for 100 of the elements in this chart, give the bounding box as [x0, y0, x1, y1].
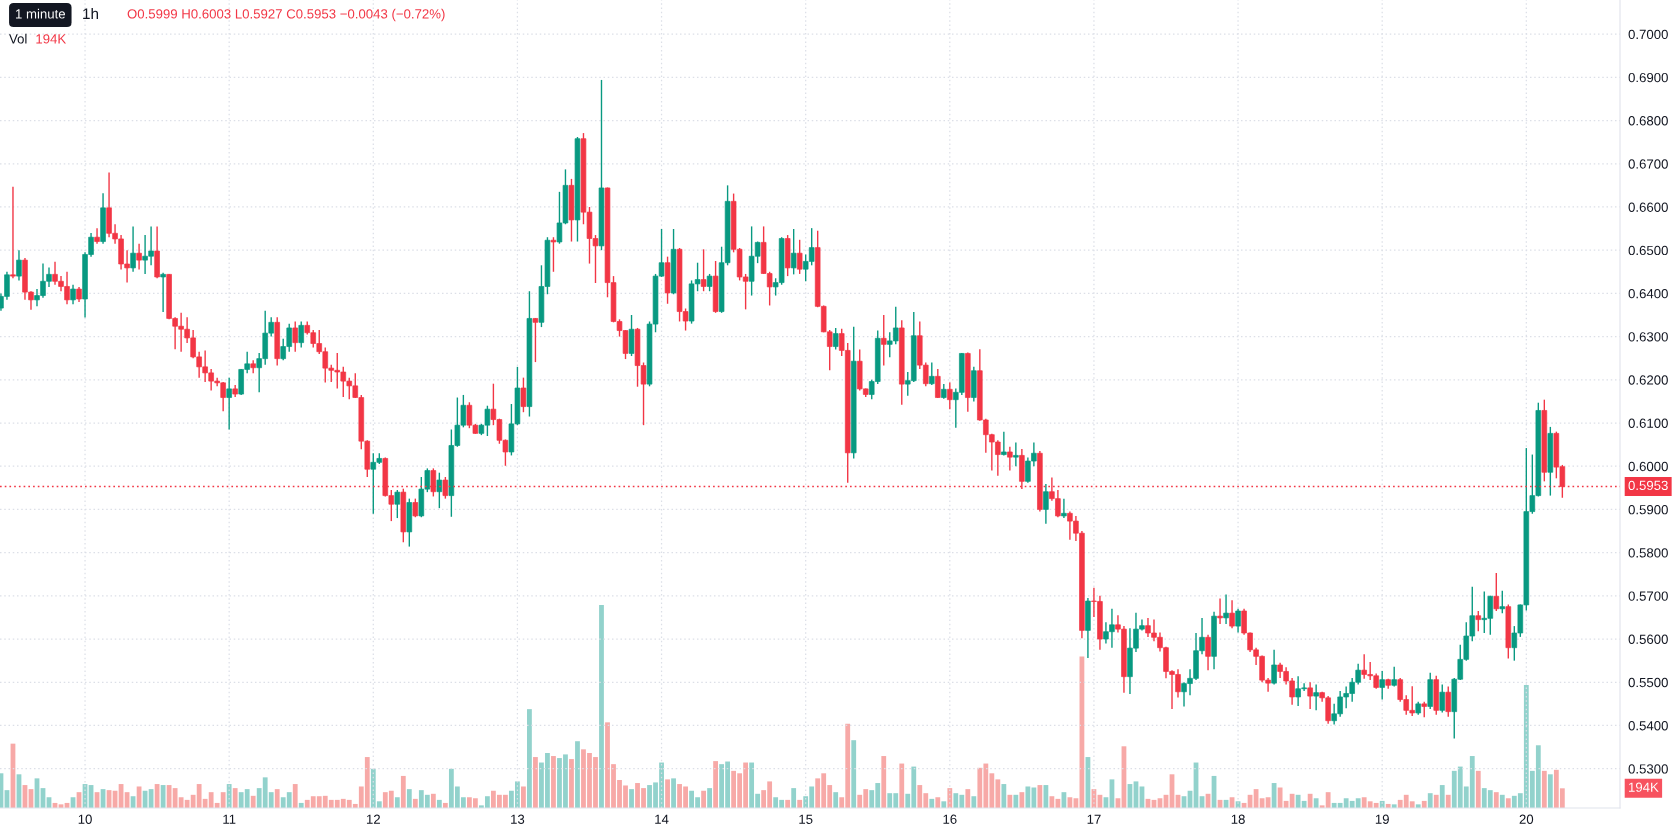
x-tick-label: 11 [223, 814, 236, 824]
candlestick [1223, 593, 1229, 625]
bar [671, 778, 676, 808]
bar [1439, 785, 1445, 808]
candlestick [881, 314, 887, 367]
candlestick [532, 317, 539, 363]
bar [785, 799, 791, 808]
bar [394, 797, 400, 808]
x-tick-label: 16 [943, 814, 957, 824]
candlestick [520, 376, 527, 413]
y-tick-label: 0.6100 [1628, 418, 1668, 428]
bar [1427, 793, 1433, 808]
y-tick-label: 0.5700 [1628, 591, 1668, 601]
candlestick [935, 368, 941, 399]
candlestick [94, 227, 100, 245]
candlestick [796, 239, 803, 275]
bar [533, 757, 538, 808]
ref-line-label: 0.5953 [1628, 480, 1668, 491]
bar [899, 763, 905, 808]
candlestick [1493, 572, 1500, 612]
candlestick [226, 376, 232, 431]
candlestick [1235, 608, 1241, 634]
bar [629, 789, 634, 808]
bar [929, 798, 935, 808]
bar [160, 785, 166, 808]
candlestick [1475, 610, 1482, 632]
y-tick-label: 0.6800 [1628, 116, 1668, 126]
candlestick [130, 225, 136, 273]
candlestick [929, 361, 935, 386]
bar [1493, 792, 1499, 808]
candlestick [790, 228, 797, 276]
candlestick [1205, 634, 1211, 671]
chart-title: 1h [83, 7, 98, 19]
candlestick [16, 249, 22, 282]
bar [1547, 774, 1553, 808]
candlestick [1229, 599, 1235, 629]
candlestick [1445, 685, 1451, 718]
bar [406, 789, 412, 808]
bar [707, 788, 712, 808]
x-tick-label: 18 [1231, 814, 1245, 824]
x-tick-label: 14 [655, 814, 669, 824]
candlestick [1379, 670, 1385, 701]
bar [713, 761, 718, 808]
bar [833, 792, 839, 808]
x-tick-label: 13 [511, 814, 525, 824]
x-tick-label: 20 [1519, 814, 1534, 824]
candlestick [832, 327, 839, 351]
y-tick-label: 0.5300 [1628, 764, 1668, 774]
candlestick [394, 489, 401, 519]
bar [1445, 794, 1451, 808]
candlestick [160, 271, 166, 313]
y-tick-label: 0.5500 [1628, 677, 1668, 688]
candlestick [10, 185, 16, 279]
y-tick-label: 0.6600 [1628, 202, 1668, 212]
text: 194K [1629, 782, 1659, 792]
bar [965, 789, 971, 808]
annotation: O0.5999 H0.6003 L0.5927 C0.5953 −0.0043 (−0.72%) [127, 8, 445, 22]
bar [154, 784, 160, 808]
y-tick-label: 0.6300 [1628, 332, 1668, 342]
bar [232, 788, 238, 808]
bar [436, 799, 442, 808]
y-tick-label: 0.5900 [1628, 505, 1668, 515]
bar [851, 740, 857, 808]
bar [527, 709, 532, 808]
y-tick-label: 0.6000 [1628, 461, 1668, 472]
bar [551, 756, 556, 808]
candlestick [298, 320, 304, 349]
bar [935, 797, 941, 808]
bar [881, 756, 887, 808]
bar [575, 741, 580, 808]
y-tick-label: 0.5800 [1628, 548, 1668, 558]
bar [797, 799, 803, 808]
bar [292, 784, 298, 808]
x-tick-label: 12 [366, 814, 380, 824]
bar [400, 775, 406, 808]
bar [1037, 785, 1043, 808]
y-tick-label: 0.6500 [1628, 245, 1668, 256]
bar [1475, 770, 1481, 808]
y-tick-label: 0.5400 [1628, 721, 1668, 731]
candlestick [1313, 683, 1319, 712]
y-tick-label: 0.6700 [1628, 159, 1668, 169]
bar [226, 784, 232, 808]
bar [569, 759, 574, 808]
bar [599, 605, 604, 808]
y-tick-label: 0.6400 [1628, 288, 1668, 299]
y-tick-label: 0.6200 [1628, 375, 1668, 385]
candlestick [1217, 597, 1223, 625]
bar [701, 790, 706, 808]
bar [250, 795, 256, 808]
bar [971, 796, 977, 808]
candlestick [947, 381, 953, 410]
x-tick-label: 19 [1375, 814, 1389, 824]
bar [665, 779, 670, 808]
candlestick [1013, 441, 1019, 467]
x-tick-label: 15 [799, 814, 813, 824]
bar [1019, 792, 1025, 808]
candlestick [70, 284, 76, 305]
bar [521, 786, 526, 808]
bar [1043, 785, 1049, 808]
bar [1499, 794, 1505, 808]
